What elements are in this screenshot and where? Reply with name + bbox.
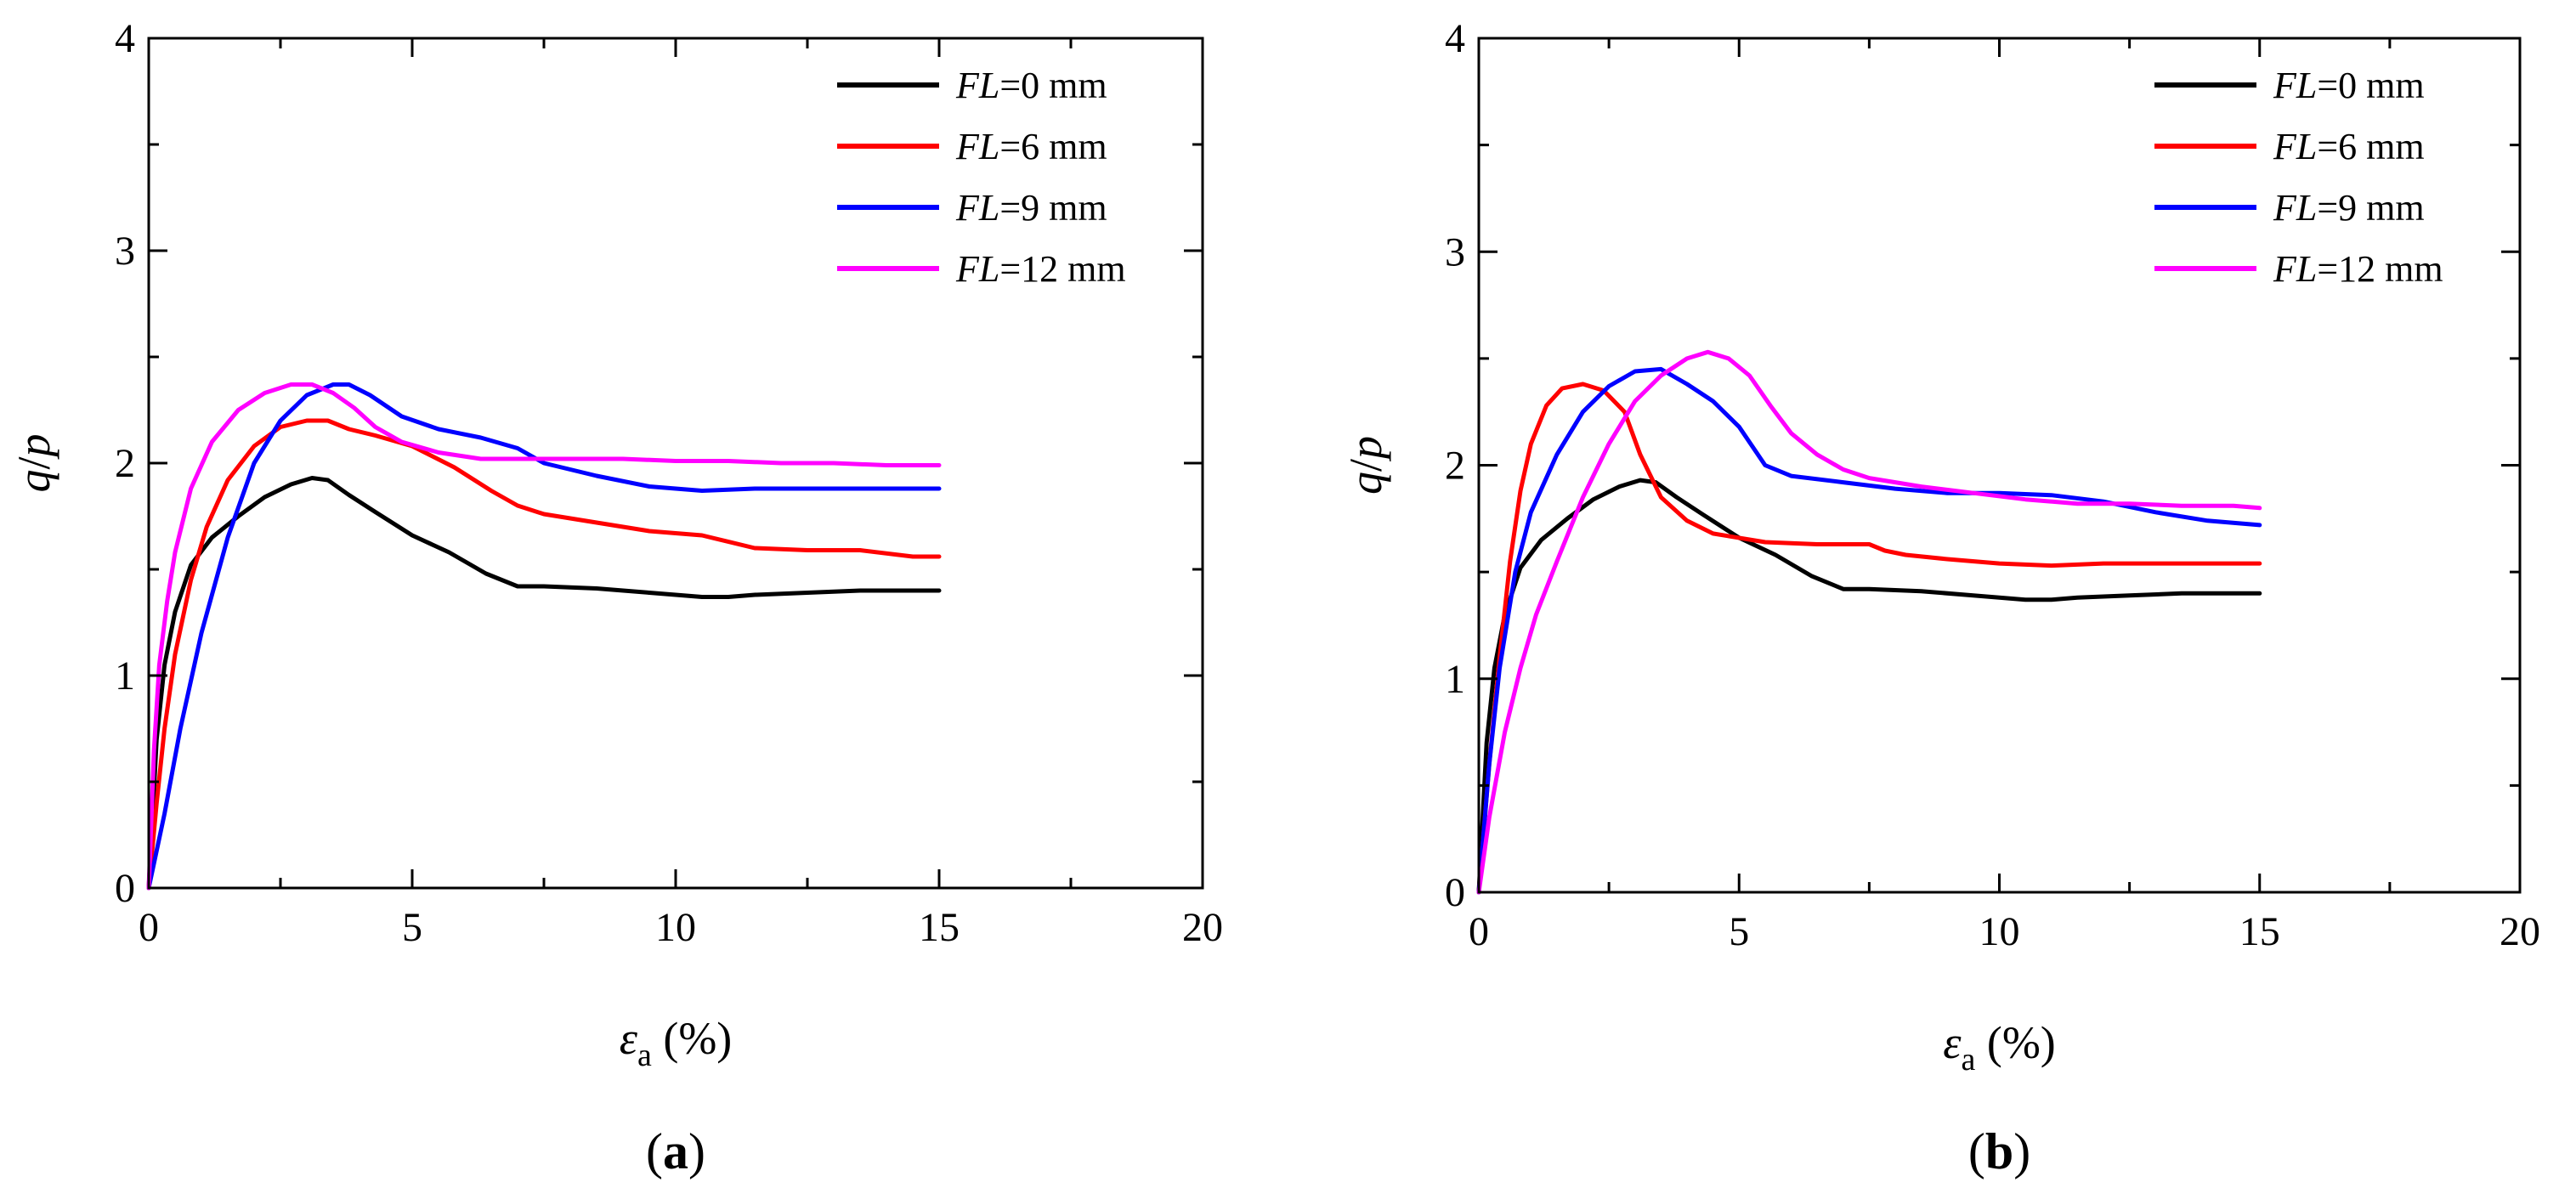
legend-entry-value: =6 mm	[2317, 126, 2424, 167]
legend-entry-0: FL=0 mm	[955, 65, 1107, 106]
series-line-b-0	[1476, 478, 2262, 895]
y-axis-label-q: q	[8, 470, 59, 493]
series-line-a-2	[146, 382, 942, 891]
x-tick-label: 0	[139, 905, 159, 950]
y-tick-label: 2	[115, 441, 135, 486]
legend-entry-2: FL=9 mm	[2273, 187, 2425, 229]
y-axis-label-slash: /	[8, 456, 59, 469]
x-tick-label: 20	[1182, 905, 1223, 950]
legend-entry-3: FL=12 mm	[955, 248, 1126, 290]
y-axis-label-q: q	[1340, 472, 1391, 495]
legend-entry-var: FL	[955, 248, 999, 290]
panel-label-letter: a	[663, 1123, 688, 1179]
panel-label-open: (	[1968, 1123, 1985, 1179]
x-axis-label-subscript: a	[637, 1038, 652, 1073]
series-line-b-2	[1476, 366, 2262, 895]
legend-entry-var: FL	[2273, 248, 2317, 290]
x-axis-label-unit: (%)	[1975, 1017, 2055, 1068]
x-tick-label: 0	[1469, 909, 1489, 954]
legend-entry-value: =12 mm	[2317, 248, 2443, 290]
y-tick-label: 1	[1445, 657, 1465, 702]
y-tick-label: 4	[115, 16, 135, 61]
panel-label-letter: b	[1985, 1123, 2013, 1179]
legend-entry-var: FL	[2273, 126, 2317, 167]
legend-entry-value: =0 mm	[999, 65, 1107, 106]
x-tick-label: 5	[402, 905, 422, 950]
legend-entry-1: FL=6 mm	[955, 126, 1107, 167]
legend-entry-value: =0 mm	[2317, 65, 2424, 106]
legend-entry-var: FL	[955, 126, 999, 167]
y-axis-label-p: p	[8, 433, 59, 460]
legend-entry-value: =6 mm	[999, 126, 1107, 167]
series-line-a-0	[146, 476, 942, 891]
y-tick-label: 0	[1445, 870, 1465, 915]
legend-entry-1: FL=6 mm	[2273, 126, 2425, 167]
legend-entry-2: FL=9 mm	[955, 187, 1107, 229]
y-axis-label-slash: /	[1340, 459, 1391, 472]
panel-label-close: )	[2013, 1123, 2030, 1179]
panel-label-open: (	[646, 1123, 663, 1179]
y-axis-label-p: p	[1340, 436, 1391, 462]
y-tick-label: 0	[115, 866, 135, 911]
legend-entry-var: FL	[955, 187, 999, 229]
legend-entry-3: FL=12 mm	[2273, 248, 2443, 290]
x-tick-label: 15	[919, 905, 960, 950]
y-tick-label: 1	[115, 653, 135, 698]
legend-entry-var: FL	[2273, 65, 2317, 106]
panel-label: (b)	[1968, 1123, 2030, 1179]
legend-entry-var: FL	[2273, 187, 2317, 229]
y-tick-label: 2	[1445, 444, 1465, 489]
x-tick-label: 15	[2239, 909, 2280, 954]
y-tick-label: 4	[1445, 16, 1465, 61]
x-axis-label-symbol: ε	[620, 1013, 638, 1064]
y-axis-label: q/p	[8, 433, 59, 492]
panel-label-close: )	[688, 1123, 705, 1179]
x-axis-label: εa (%)	[1943, 1017, 2056, 1077]
x-axis-label-unit: (%)	[652, 1013, 732, 1064]
y-axis-label: q/p	[1340, 436, 1391, 495]
legend-entry-value: =12 mm	[999, 248, 1125, 290]
panel-label: (a)	[646, 1123, 705, 1179]
x-axis-label-symbol: ε	[1943, 1017, 1962, 1068]
legend-entry-value: =9 mm	[2317, 187, 2424, 229]
x-axis-label: εa (%)	[620, 1013, 733, 1073]
legend-entry-0: FL=0 mm	[2273, 65, 2425, 106]
series-line-b-1	[1476, 382, 2262, 895]
legend-entry-value: =9 mm	[999, 187, 1107, 229]
y-tick-label: 3	[1445, 229, 1465, 274]
legend-entry-var: FL	[955, 65, 999, 106]
x-tick-label: 5	[1729, 909, 1749, 954]
series-line-a-3	[146, 382, 942, 891]
x-tick-label: 10	[1979, 909, 2020, 954]
x-tick-label: 20	[2500, 909, 2540, 954]
x-tick-label: 10	[655, 905, 696, 950]
y-tick-label: 3	[115, 229, 135, 274]
series-line-a-1	[146, 418, 942, 891]
series-line-b-3	[1476, 349, 2262, 895]
x-axis-label-subscript: a	[1961, 1042, 1975, 1077]
